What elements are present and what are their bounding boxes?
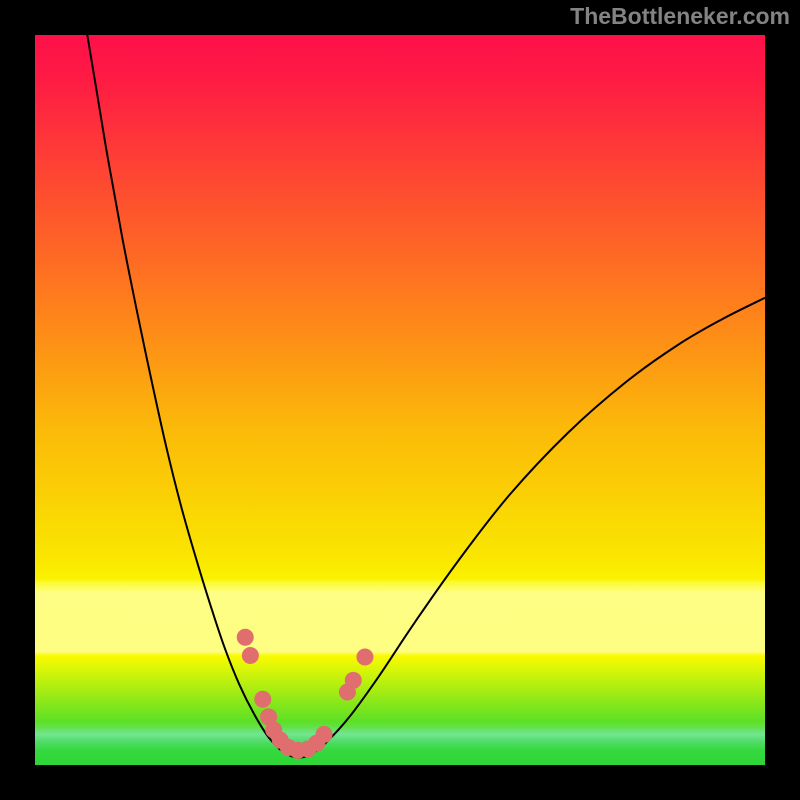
bottleneck-chart: TheBottleneker.com	[0, 0, 800, 800]
curve-marker	[345, 672, 361, 688]
curve-marker	[357, 649, 373, 665]
plot-background	[35, 35, 765, 765]
curve-marker	[237, 629, 253, 645]
curve-marker	[255, 691, 271, 707]
curve-marker	[242, 648, 258, 664]
watermark-text: TheBottleneker.com	[570, 3, 790, 29]
curve-marker	[316, 726, 332, 742]
